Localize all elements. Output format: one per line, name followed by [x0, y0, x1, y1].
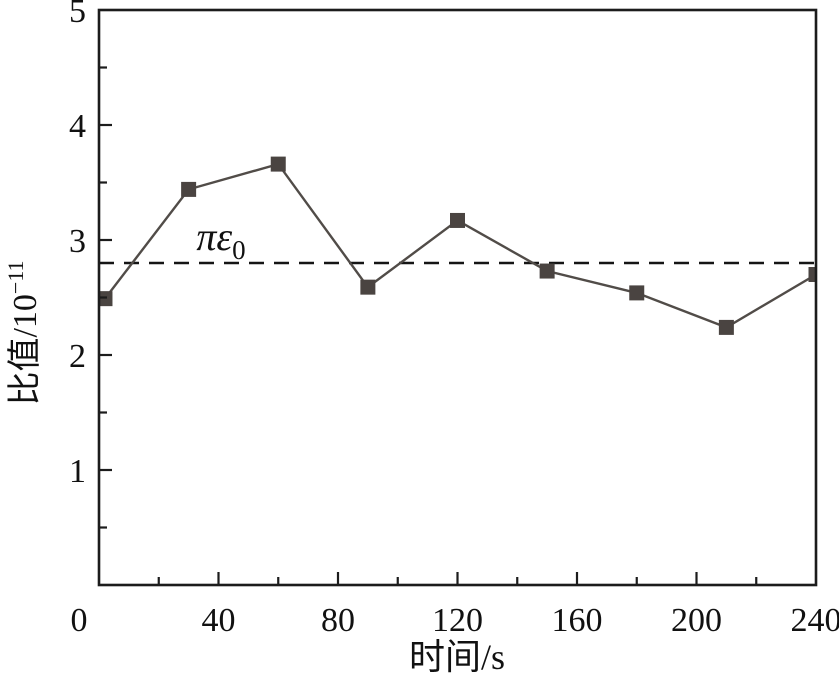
x-tick-label: 80	[321, 602, 355, 639]
series-ratio-measurements	[99, 156, 816, 335]
x-axis-title: 时间/s	[409, 637, 505, 677]
y-tick-label: 1	[69, 453, 86, 490]
x-tick-label: 200	[671, 602, 722, 639]
y-axis-title: 比值/10−11	[3, 260, 44, 405]
x-tick-label: 240	[791, 602, 839, 639]
y-tick-label: 4	[69, 108, 86, 145]
data-point-marker	[450, 212, 465, 228]
data-point-marker	[718, 319, 734, 335]
y-axis-title-exponent: −11	[3, 260, 28, 294]
reference-label-subscript: 0	[232, 235, 246, 265]
data-point-marker	[808, 267, 816, 282]
y-tick-label: 3	[69, 223, 86, 260]
x-tick-label: 160	[552, 602, 603, 639]
data-point-marker	[270, 156, 286, 172]
axis-ticks	[99, 66, 758, 585]
y-tick-label: 5	[69, 0, 86, 30]
data-point-marker	[181, 181, 197, 197]
data-point-marker	[99, 291, 113, 307]
reference-line-label: πε0	[196, 214, 245, 265]
y-axis-title-main: 比值/10	[6, 294, 44, 405]
plot-frame	[97, 8, 818, 587]
data-point-marker	[539, 263, 555, 279]
reference-label-base: πε	[196, 214, 232, 259]
plot-layers: 0 40 80 120 160 200 240 1 2 3 4 5	[69, 0, 839, 639]
tick-labels: 0 40 80 120 160 200 240 1 2 3 4 5	[69, 0, 839, 639]
data-point-marker	[360, 279, 376, 295]
data-point-marker	[629, 285, 645, 301]
x-tick-label: 40	[202, 602, 236, 639]
y-tick-label: 2	[69, 338, 86, 375]
x-tick-label: 120	[432, 602, 483, 639]
x-tick-label: 0	[71, 602, 88, 639]
